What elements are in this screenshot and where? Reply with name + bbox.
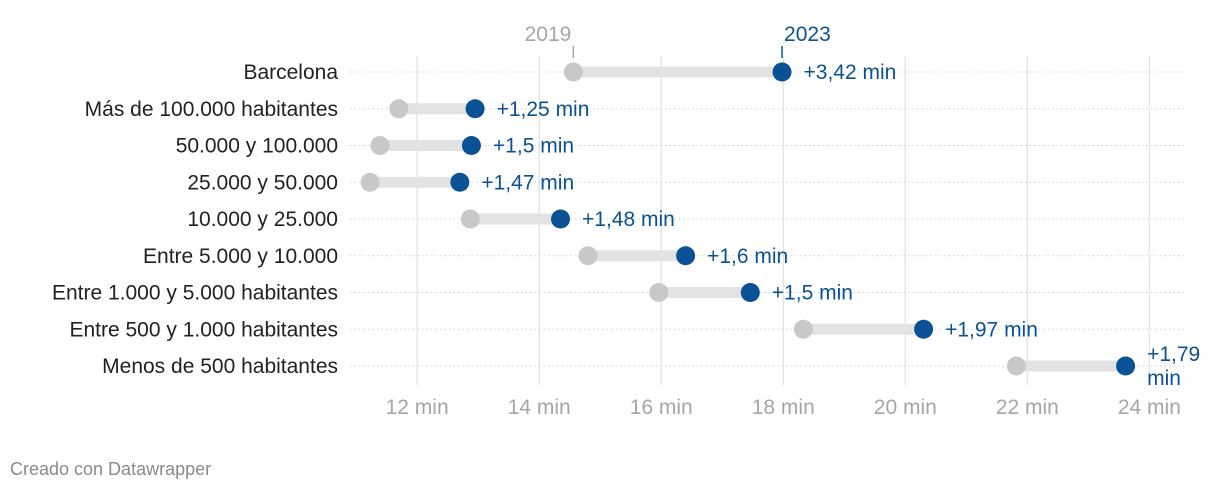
datawrapper-credit: Creado con Datawrapper [10,459,212,479]
delta-label: +1,6 min [707,245,788,268]
dot-2019 [1006,356,1026,376]
x-tick-label: 16 min [630,396,693,419]
dot-2019 [370,136,390,155]
row-label: Entre 1.000 y 5.000 habitantes [52,282,338,305]
x-axis: 12 min 14 min 16 min 18 min 20 min 22 min 24 m… [386,396,1181,419]
row-label: Entre 5.000 y 10.000 [143,245,338,268]
dot-2019 [563,62,583,82]
row-label: 25.000 y 50.000 [187,171,338,194]
x-tick-label: 20 min [874,396,937,419]
delta-labels: +3,42 min +1,25 min +1,5 min +1,47 min +1,48… [481,61,1200,390]
dot-2019 [360,172,380,192]
series-header-2019: 2019 [525,23,572,46]
dot-2023 [450,172,470,192]
dot-2023 [1116,356,1136,376]
x-tick-label: 18 min [752,396,815,419]
dot-2019 [793,319,813,339]
x-tick-label: 22 min [996,396,1059,419]
delta-label: +3,42 min [804,61,897,84]
row-label: Barcelona [243,61,338,84]
dot-2019 [578,246,598,266]
delta-label: +1,79 min [1147,343,1200,390]
dot-2023 [740,283,760,302]
delta-label: +1,47 min [481,171,574,194]
row-labels: Barcelona Más de 100.000 habitantes 50.000… [52,61,338,378]
dot-2019 [649,283,669,302]
dot-2023 [676,246,696,266]
x-tick-label: 24 min [1118,396,1181,419]
dot-2019 [389,99,409,119]
delta-label: +1,48 min [582,208,675,231]
x-tick-label: 12 min [386,396,449,419]
delta-label: +1,5 min [493,135,574,158]
row-label: Menos de 500 habitantes [102,355,338,378]
series-headers: 2019 2023 [525,23,831,58]
dot-2023 [914,319,934,339]
dot-2023 [772,62,792,82]
row-label: Entre 500 y 1.000 habitantes [69,318,338,341]
delta-label: +1,25 min [497,98,590,121]
delta-label: +1,97 min [945,318,1038,341]
row-label: Más de 100.000 habitantes [85,98,338,121]
dot-2023 [461,136,481,155]
dots [360,62,1136,376]
row-label: 50.000 y 100.000 [176,135,338,158]
gridlines [416,56,1151,385]
dot-2023 [551,209,571,229]
delta-label: +1,5 min [772,282,853,305]
series-header-2023: 2023 [784,23,831,46]
connectors [370,66,1126,372]
dot-2019 [460,209,480,229]
x-tick-label: 14 min [508,396,571,419]
dot-2023 [465,99,485,119]
row-label: 10.000 y 25.000 [187,208,338,231]
